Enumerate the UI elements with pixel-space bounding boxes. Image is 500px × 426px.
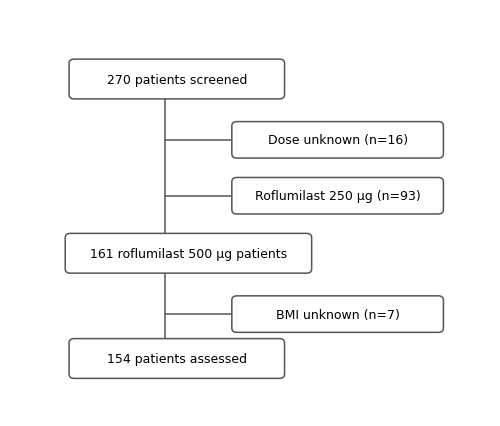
Text: BMI unknown (n=7): BMI unknown (n=7) [276, 308, 400, 321]
Text: Roflumilast 250 μg (n=93): Roflumilast 250 μg (n=93) [255, 190, 420, 203]
Text: Dose unknown (n=16): Dose unknown (n=16) [268, 134, 408, 147]
FancyBboxPatch shape [232, 178, 444, 214]
Text: 161 roflumilast 500 μg patients: 161 roflumilast 500 μg patients [90, 247, 287, 260]
Text: 270 patients screened: 270 patients screened [106, 73, 247, 86]
FancyBboxPatch shape [232, 122, 444, 159]
Text: 154 patients assessed: 154 patients assessed [107, 352, 247, 365]
FancyBboxPatch shape [69, 339, 284, 378]
FancyBboxPatch shape [65, 234, 312, 273]
FancyBboxPatch shape [69, 60, 284, 100]
FancyBboxPatch shape [232, 296, 444, 333]
